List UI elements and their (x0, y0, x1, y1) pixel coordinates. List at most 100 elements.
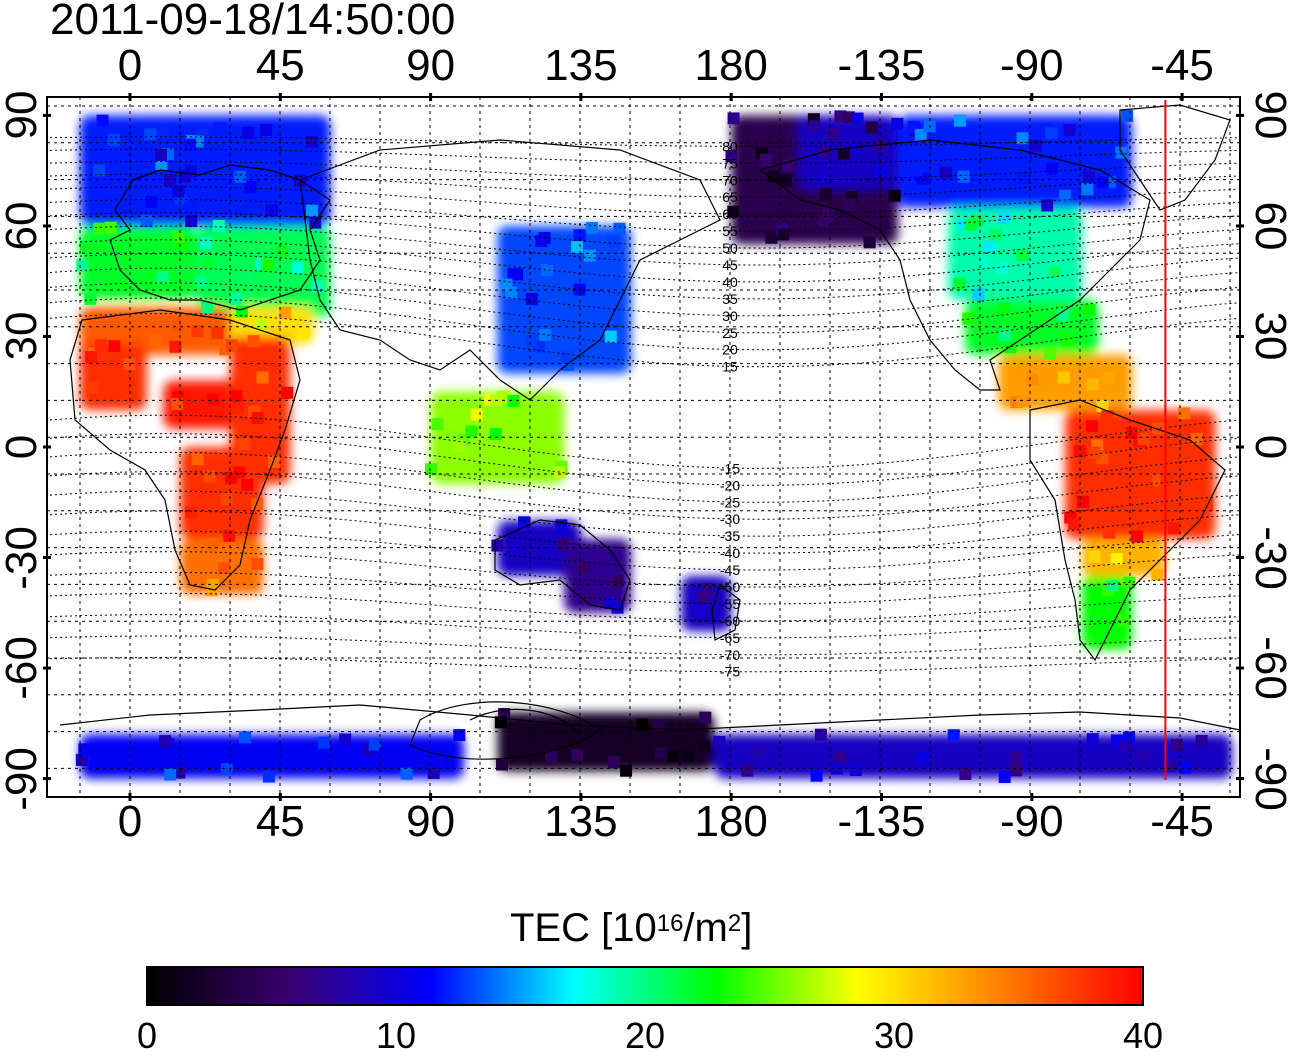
contour-line (49, 186, 1240, 215)
lat-tick-label: 90 (1246, 90, 1292, 140)
tec-cell (465, 425, 478, 438)
tec-cell (1016, 395, 1029, 408)
tec-cell (214, 122, 227, 135)
tec-cell (400, 767, 413, 780)
tec-cell (291, 261, 304, 274)
tec-cell (727, 112, 740, 125)
tec-cell (75, 753, 88, 766)
lon-tick-label: 135 (544, 41, 618, 90)
tec-cell (156, 126, 169, 139)
contour-label: 75 (722, 155, 738, 171)
lat-tick-label: -90 (1246, 746, 1292, 811)
tec-cell (1096, 176, 1109, 189)
tec-cell (218, 562, 231, 575)
tec-cell (1030, 139, 1043, 152)
tec-cell (1009, 752, 1022, 765)
contour-label: -55 (720, 596, 740, 612)
tec-cell (583, 591, 596, 604)
tec-cell (814, 728, 827, 741)
tec-patch (79, 115, 331, 226)
tec-cell (1016, 249, 1029, 262)
tec-cell (959, 767, 972, 780)
tec-cell (998, 329, 1011, 342)
contour-label: 55 (722, 223, 738, 239)
lon-tick-label: -90 (1000, 41, 1064, 90)
tec-cell (947, 729, 960, 742)
tec-cell (1073, 445, 1086, 458)
tec-cell (191, 453, 204, 466)
lat-tick-label: 90 (0, 90, 46, 140)
tec-cell (470, 408, 483, 421)
contour-line (49, 510, 1240, 554)
tec-cell (863, 236, 876, 249)
coast-south-america (1029, 399, 1226, 662)
tec-cell (682, 750, 695, 763)
tec-cell (239, 731, 252, 744)
lon-tick-label: 0 (117, 41, 143, 90)
tec-patch (714, 734, 1233, 779)
contour-label: 15 (722, 359, 738, 375)
tec-cell (88, 278, 101, 291)
contour-line (49, 614, 1240, 639)
tec-cell (604, 597, 617, 610)
tec-cell (954, 114, 967, 127)
contour-label: 70 (722, 172, 738, 188)
tec-cell (265, 204, 278, 217)
tec-cell (84, 292, 97, 305)
tec-patch (898, 115, 1132, 208)
tec-cell (997, 302, 1010, 315)
tec-cell (1081, 183, 1094, 196)
contour-line (49, 212, 1240, 249)
tec-cell (1041, 199, 1054, 212)
contour-label: -60 (720, 613, 740, 629)
tec-cell (388, 753, 401, 766)
frame-ticks (43, 93, 1244, 801)
tec-cell (1121, 109, 1134, 122)
tec-cell (1086, 378, 1099, 391)
tec-cell (983, 241, 996, 254)
tec-cell (94, 339, 107, 352)
tec-cell (555, 519, 568, 532)
tec-cell (760, 153, 773, 166)
tec-cell (453, 439, 466, 452)
lat-tick-label: 30 (1246, 311, 1292, 361)
tec-cell (1125, 426, 1138, 439)
tec-cell (220, 763, 233, 776)
tec-cell (1179, 761, 1192, 774)
contour-label: -50 (720, 579, 740, 595)
tec-cell (962, 312, 975, 325)
tec-cell (1160, 474, 1173, 487)
tec-cell (511, 268, 524, 281)
colorbar (146, 966, 1144, 1006)
tec-cell (207, 393, 220, 406)
contour-line (49, 173, 1240, 198)
tec-cell (205, 584, 218, 597)
lat-tick-label: -30 (0, 525, 46, 590)
tec-cell (212, 220, 225, 233)
tec-cell (154, 148, 167, 161)
coast-australia (494, 519, 631, 611)
geomagnetic-contours (49, 136, 1240, 673)
tec-cell (1200, 498, 1213, 511)
lon-tick-label: -135 (837, 41, 926, 90)
tec-cell (171, 319, 184, 332)
lon-tick-label: -90 (1000, 797, 1064, 846)
tec-cell (910, 164, 923, 177)
tec-cell (1110, 553, 1123, 566)
lon-tick-label: 45 (255, 797, 305, 846)
tec-cell (247, 335, 260, 348)
tec-cell (727, 205, 740, 218)
contour-label: -45 (720, 562, 740, 578)
tec-cell (821, 169, 834, 182)
contour-label: -70 (720, 647, 740, 663)
tec-cell (494, 716, 507, 729)
colorbar-tick-label: 10 (375, 1015, 417, 1056)
tec-cell (169, 340, 182, 353)
tec-cell (989, 228, 1002, 241)
tec-cell (713, 735, 726, 748)
tec-cell (701, 583, 714, 596)
tec-cell (281, 386, 294, 399)
tec-cell (185, 215, 198, 228)
contour-line (49, 657, 1240, 673)
lon-tick-label: -45 (1150, 41, 1214, 90)
